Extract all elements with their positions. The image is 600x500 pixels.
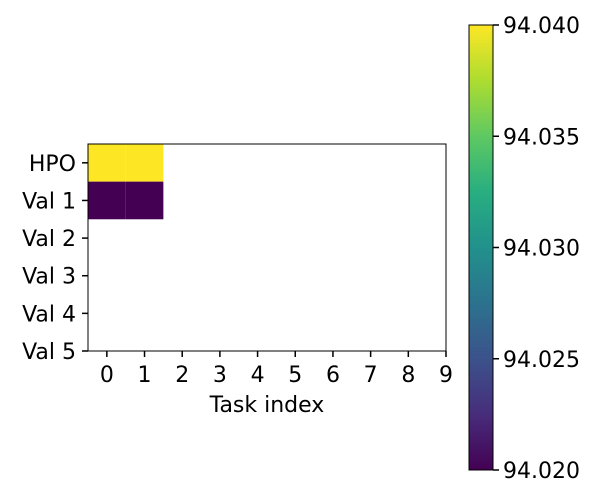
x-tick-label: 2 [175, 363, 189, 388]
x-tick-label: 7 [364, 363, 378, 388]
y-tick-label: Val 4 [22, 302, 76, 327]
x-tick-label: 9 [439, 363, 453, 388]
y-tick-label: Val 5 [22, 340, 76, 365]
y-axis: HPO Val 1 Val 2 Val 3 Val 4 Val 5 [22, 152, 88, 365]
heatmap-cell [125, 181, 164, 220]
x-tick-label: 5 [288, 363, 302, 388]
x-tick-label: 8 [401, 363, 415, 388]
x-axis-label: Task index [209, 393, 325, 418]
heatmap-cell [88, 181, 126, 220]
colorbar-tick-label: 94.035 [503, 125, 580, 150]
colorbar-gradient [468, 24, 494, 471]
x-tick-label: 3 [213, 363, 227, 388]
y-tick-label: Val 2 [22, 227, 76, 252]
colorbar [468, 24, 494, 471]
heatmap-cell [125, 144, 164, 182]
heatmap-cells [88, 144, 164, 220]
colorbar-ticks: 94.020 94.025 94.030 94.035 94.040 [493, 14, 580, 484]
colorbar-tick-label: 94.020 [503, 459, 580, 484]
x-tick-label: 6 [326, 363, 340, 388]
colorbar-tick-label: 94.025 [503, 348, 580, 373]
y-tick-label: Val 3 [22, 265, 76, 290]
plot-frame [87, 143, 447, 352]
colorbar-tick-label: 94.040 [503, 14, 580, 39]
y-tick-label: HPO [29, 152, 76, 177]
x-tick-label: 4 [251, 363, 265, 388]
x-tick-label: 1 [138, 363, 152, 388]
x-tick-label: 0 [100, 363, 114, 388]
colorbar-tick-label: 94.030 [503, 237, 580, 262]
heatmap-cell [88, 144, 126, 182]
y-tick-label: Val 1 [22, 189, 76, 214]
